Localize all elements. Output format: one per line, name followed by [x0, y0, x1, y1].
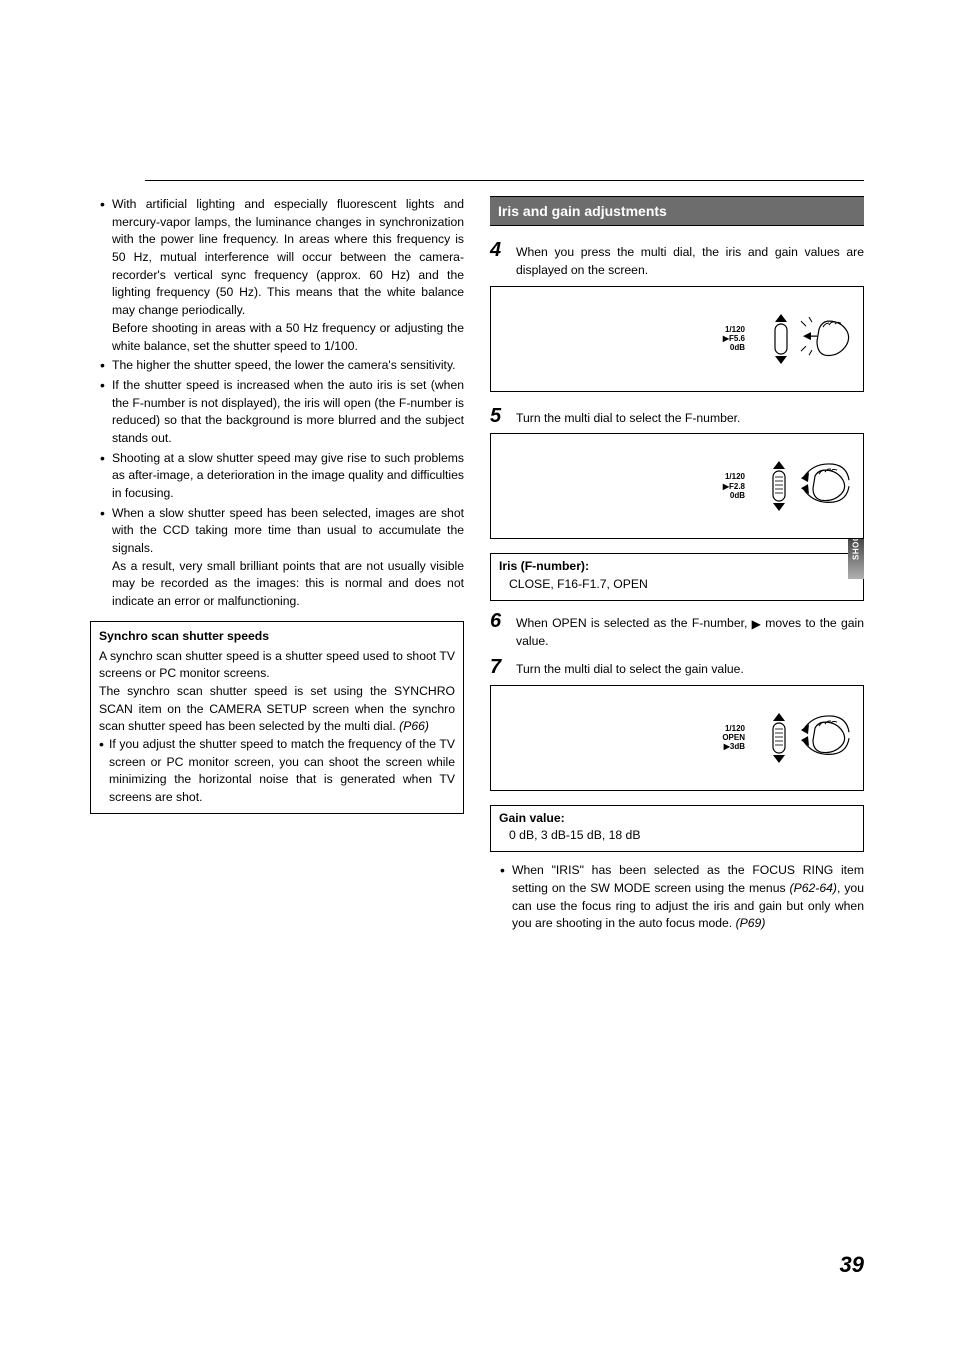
note-item: Shooting at a slow shutter speed may giv…	[112, 450, 464, 503]
hand-turn-icon	[795, 708, 853, 768]
box-title: Synchro scan shutter speeds	[99, 628, 455, 646]
synchro-scan-box: Synchro scan shutter speeds A synchro sc…	[90, 621, 464, 814]
step-7: 7 Turn the multi dial to select the gain…	[490, 657, 864, 679]
note-text: Shooting at a slow shutter speed may giv…	[112, 451, 464, 500]
lcd-readout: 1/120 ▶F2.8 0dB	[723, 473, 745, 501]
hand-turn-icon	[795, 457, 853, 517]
note-text: When a slow shutter speed has been selec…	[112, 506, 464, 555]
step-number: 4	[490, 240, 508, 260]
figure-step5: 1/120 ▶F2.8 0dB	[490, 433, 864, 539]
iris-note-list: When "IRIS" has been selected as the FOC…	[490, 862, 864, 933]
step-text: Turn the multi dial to select the F-numb…	[516, 406, 864, 428]
note-item: When a slow shutter speed has been selec…	[112, 505, 464, 611]
notes-list: With artificial lighting and especially …	[90, 196, 464, 611]
note-text: The higher the shutter speed, the lower …	[112, 358, 456, 372]
box-bullet-item: If you adjust the shutter speed to match…	[109, 736, 455, 807]
values-title: Iris (F-number):	[499, 558, 855, 576]
right-column: Iris and gain adjustments 4 When you pre…	[490, 196, 864, 935]
box-paragraph: A synchro scan shutter speed is a shutte…	[99, 648, 455, 683]
page-ref: (P69)	[736, 916, 766, 930]
step-text: Turn the multi dial to select the gain v…	[516, 657, 864, 679]
left-column: With artificial lighting and especially …	[90, 196, 464, 935]
multi-dial-icon	[759, 314, 803, 364]
note-item: If the shutter speed is increased when t…	[112, 377, 464, 448]
hand-press-icon	[799, 311, 853, 367]
step-text: When you press the multi dial, the iris …	[516, 240, 864, 279]
page-ref: (P62-64)	[790, 881, 837, 895]
step-number: 6	[490, 611, 508, 631]
note-item: The higher the shutter speed, the lower …	[112, 357, 464, 375]
note-subtext: Before shooting in areas with a 50 Hz fr…	[112, 320, 464, 355]
values-body: CLOSE, F16-F1.7, OPEN	[499, 576, 855, 594]
page-number: 39	[840, 1252, 864, 1278]
note-subtext: As a result, very small brilliant points…	[112, 558, 464, 611]
step-number: 5	[490, 406, 508, 426]
step-6: 6 When OPEN is selected as the F-number,…	[490, 611, 864, 651]
top-rule	[145, 180, 864, 181]
box-bullet-list: If you adjust the shutter speed to match…	[99, 736, 455, 807]
step-text: When OPEN is selected as the F-number, ▶…	[516, 611, 864, 651]
values-title: Gain value:	[499, 810, 855, 828]
play-triangle-icon: ▶	[752, 616, 761, 634]
lcd-readout: 1/120 ▶F5.6 0dB	[723, 325, 745, 353]
iris-values-box: Iris (F-number): CLOSE, F16-F1.7, OPEN	[490, 553, 864, 600]
values-body: 0 dB, 3 dB-15 dB, 18 dB	[499, 827, 855, 845]
step-number: 7	[490, 657, 508, 677]
lcd-readout: 1/120 OPEN ▶3dB	[722, 724, 745, 752]
page: SHOOTING With artificial lighting and es…	[0, 0, 954, 1348]
gain-values-box: Gain value: 0 dB, 3 dB-15 dB, 18 dB	[490, 805, 864, 852]
step6-text-a: When OPEN is selected as the F-number,	[516, 616, 752, 630]
figure-step4: 1/120 ▶F5.6 0dB	[490, 286, 864, 392]
figure-step7: 1/120 OPEN ▶3dB	[490, 685, 864, 791]
iris-note-item: When "IRIS" has been selected as the FOC…	[512, 862, 864, 933]
note-text: If the shutter speed is increased when t…	[112, 378, 464, 445]
section-heading: Iris and gain adjustments	[490, 196, 864, 226]
note-item: With artificial lighting and especially …	[112, 196, 464, 355]
step-4: 4 When you press the multi dial, the iri…	[490, 240, 864, 279]
page-ref: (P66)	[399, 719, 429, 733]
two-column-layout: With artificial lighting and especially …	[90, 196, 864, 935]
step-5: 5 Turn the multi dial to select the F-nu…	[490, 406, 864, 428]
box-paragraph: The synchro scan shutter speed is set us…	[99, 683, 455, 736]
note-text: With artificial lighting and especially …	[112, 197, 464, 317]
